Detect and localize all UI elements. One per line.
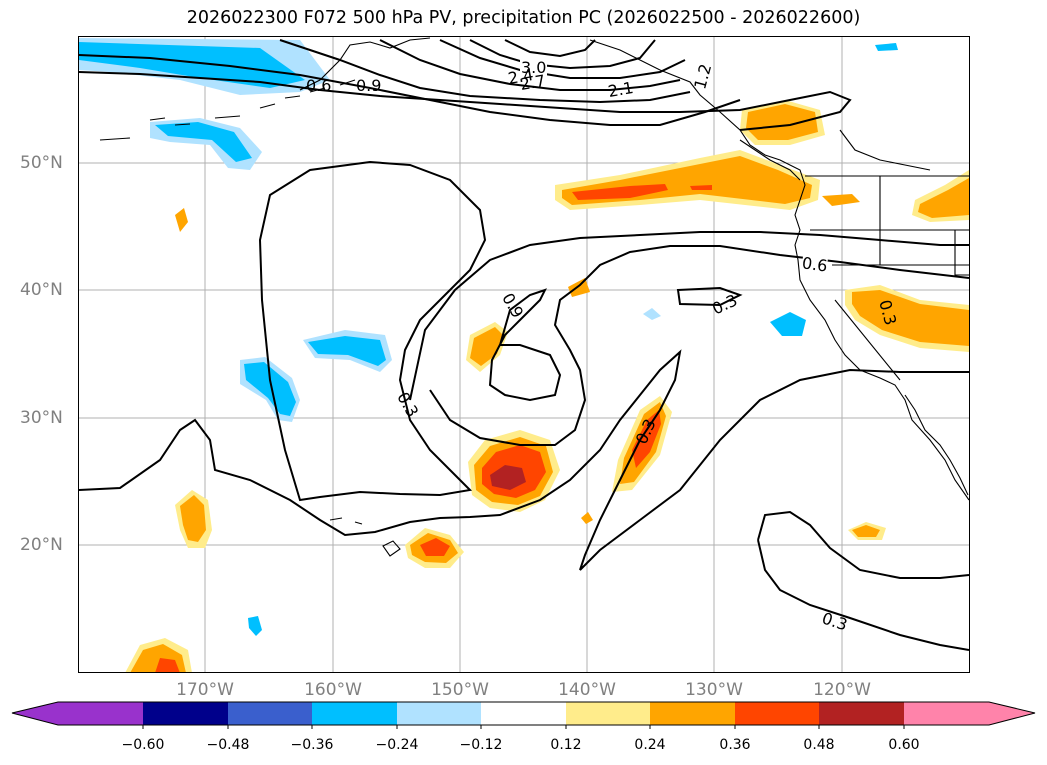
colorbar-tick-label: 0.48: [803, 737, 835, 753]
pv-contour: [379, 39, 681, 91]
pv-contour: [79, 349, 969, 571]
state-borders: [810, 129, 969, 381]
pv-contour: [757, 510, 969, 579]
contour-label: 3.0: [520, 58, 548, 77]
pv-contour: [757, 539, 969, 651]
colorbar-tick-label: −0.60: [121, 737, 165, 753]
pv-contour: [504, 39, 596, 58]
pv-contour: [676, 286, 743, 307]
positive-precip-area: [822, 194, 860, 206]
hawaii-islands: [329, 517, 401, 557]
colorbar-ticks: [142, 725, 905, 729]
positive-precip-area: [632, 410, 661, 468]
negative-precip-area: [244, 362, 296, 416]
negative-precip-area: [308, 336, 386, 366]
colorbar-tick-label: 0.24: [634, 737, 666, 753]
positive-precip-area: [470, 327, 503, 366]
map-title: 2026022300 F072 500 hPa PV, precipitatio…: [186, 8, 861, 28]
colorbar-tick-label: −0.48: [206, 737, 250, 753]
positive-precip-area: [746, 104, 818, 140]
negative-precip-area: [643, 308, 661, 320]
colorbar-segment: [566, 702, 650, 725]
colorbar-segment: [735, 702, 819, 725]
baja-coast: [904, 394, 969, 496]
colorbar-tick-label: 0.36: [719, 737, 751, 753]
negative-precip-area: [79, 42, 305, 88]
vancouver-island: [739, 139, 801, 181]
pv-contour: [439, 39, 686, 79]
pv-contour: [258, 160, 487, 502]
positive-precip-areas: [125, 100, 969, 673]
colorbar-segment: [819, 702, 904, 725]
colorbar-segment: [312, 702, 397, 725]
positive-precip-area: [175, 208, 188, 232]
colorbar: [11, 701, 1036, 729]
negative-precip-areas: [79, 38, 898, 636]
pv-contour: [409, 231, 969, 401]
lon-label: 130°W: [685, 680, 743, 700]
colorbar-segment: [650, 702, 735, 725]
positive-precip-area: [420, 538, 450, 556]
lat-label: 30°N: [20, 408, 63, 428]
positive-precip-area: [180, 495, 206, 542]
lon-label: 150°W: [431, 680, 489, 700]
contour-label: 0.6: [800, 253, 829, 276]
map-panel: [79, 37, 969, 673]
positive-precip-area: [690, 185, 712, 190]
lon-label: 170°W: [176, 680, 234, 700]
negative-precip-area: [248, 616, 262, 636]
alaska-peninsula: [299, 37, 431, 91]
colorbar-segment: [397, 702, 481, 725]
lon-label: 160°W: [304, 680, 362, 700]
colorbar-segment: [481, 702, 566, 725]
lat-label: 50°N: [20, 153, 63, 173]
colorbar-outline: [11, 701, 1036, 726]
positive-precip-area: [572, 184, 668, 200]
pv-contour: [79, 54, 741, 126]
positive-precip-area: [852, 290, 969, 346]
colorbar-tick-label: −0.36: [290, 737, 334, 753]
lat-label: 40°N: [20, 280, 63, 300]
colorbar-segment: [143, 702, 228, 725]
contour-label: 0.6: [306, 76, 332, 95]
lon-label: 140°W: [558, 680, 616, 700]
positive-precip-area: [568, 278, 590, 297]
colorbar-segment: [228, 702, 312, 725]
colorbar-tick-label: 0.12: [550, 737, 582, 753]
contour-label: 0.9: [356, 76, 382, 95]
pv-contour: [429, 245, 969, 446]
positive-precip-area: [581, 512, 593, 524]
coastlines: [99, 37, 969, 557]
negative-precip-area: [155, 122, 252, 162]
negative-precip-area: [770, 312, 806, 336]
pv-contour: [279, 39, 691, 104]
lon-label: 120°W: [813, 680, 871, 700]
positive-precip-area: [155, 658, 180, 673]
colorbar-segment: [12, 702, 143, 725]
pv-contours: [79, 39, 969, 651]
alaska-coast: [589, 39, 969, 501]
positive-precip-area: [490, 465, 526, 490]
colorbar-tick-label: 0.60: [888, 737, 920, 753]
pv-contour: [488, 288, 562, 402]
positive-precip-area: [852, 525, 880, 537]
pv-contour: [79, 71, 852, 131]
pv-contour: [469, 39, 656, 70]
negative-precip-area: [875, 43, 898, 51]
positive-precip-area: [918, 178, 969, 218]
lat-label: 20°N: [20, 535, 63, 555]
colorbar-tick-label: −0.24: [375, 737, 419, 753]
colorbar-tick-label: −0.12: [459, 737, 503, 753]
colorbar-segment: [904, 702, 1035, 725]
